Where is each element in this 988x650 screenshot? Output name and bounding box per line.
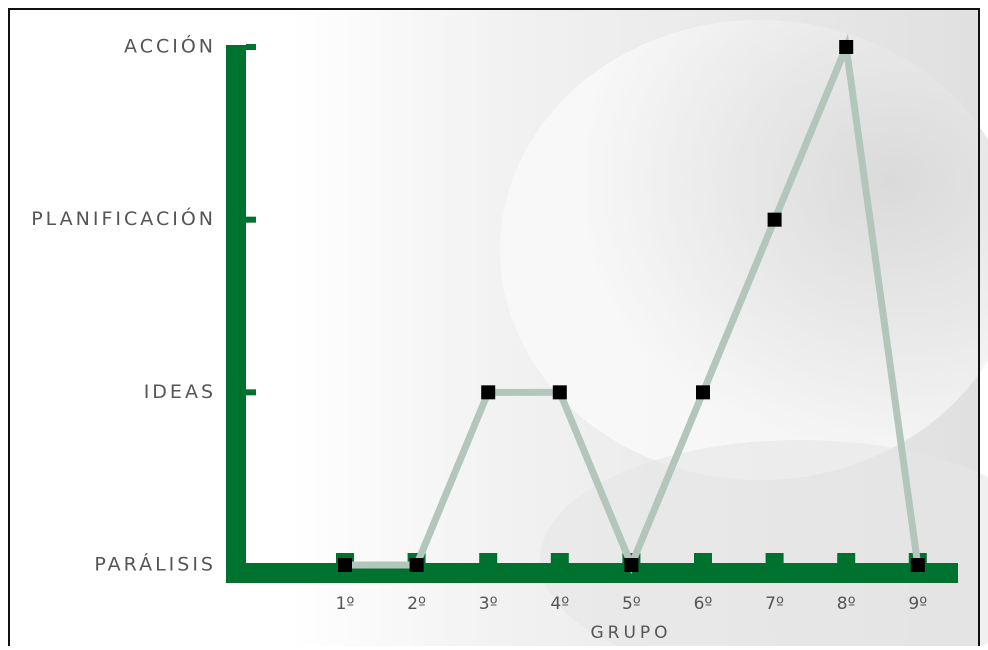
x-tick <box>550 553 569 565</box>
x-tick-label: 6º <box>694 594 713 614</box>
x-axis-label: GRUPO <box>590 623 671 643</box>
y-tick <box>246 216 256 223</box>
x-tick-label: 8º <box>837 594 856 614</box>
point <box>696 385 710 400</box>
frame-border <box>8 8 980 646</box>
y-tick <box>246 389 256 396</box>
x-tick-label: 3º <box>479 594 498 614</box>
y-tick-label: PLANIFICACIÓN <box>31 206 216 230</box>
point <box>910 558 925 572</box>
x-axis <box>226 563 958 583</box>
x-tick <box>837 553 856 565</box>
point <box>481 385 496 400</box>
point <box>338 558 352 572</box>
x-tick-label: 1º <box>336 594 355 614</box>
point <box>552 385 567 400</box>
y-axis <box>226 45 246 583</box>
point <box>624 558 639 572</box>
x-tick <box>479 553 498 565</box>
background-shape <box>540 440 988 650</box>
y-tick-label: IDEAS <box>144 381 216 403</box>
point <box>839 40 854 54</box>
x-tick-label: 5º <box>622 594 641 614</box>
x-tick <box>694 553 712 565</box>
y-tick <box>246 44 256 50</box>
y-tick-label: ACCIÓN <box>124 34 216 58</box>
x-tick-label: 2º <box>407 594 426 614</box>
x-tick <box>765 553 784 565</box>
point <box>767 212 782 227</box>
x-tick-label: 9º <box>908 594 927 614</box>
background-shape <box>500 20 988 480</box>
x-tick-label: 4º <box>550 594 569 614</box>
point <box>409 558 424 572</box>
y-tick-label: PARÁLISIS <box>94 553 216 576</box>
x-tick-label: 7º <box>765 594 784 614</box>
